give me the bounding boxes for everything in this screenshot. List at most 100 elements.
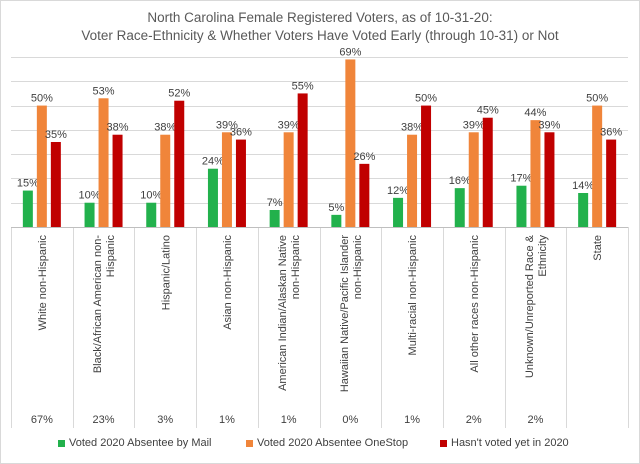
bar bbox=[606, 139, 617, 227]
data-label: 36% bbox=[230, 127, 252, 139]
category-label: Hispanic/Latino bbox=[160, 235, 172, 310]
bar bbox=[221, 132, 232, 227]
category-label-line: Multi-racial non-Hispanic bbox=[407, 235, 419, 356]
bar bbox=[468, 132, 479, 227]
category-label-line: non-Hispanic bbox=[290, 235, 302, 300]
legend-item: Voted 2020 Absentee by Mail bbox=[58, 437, 212, 449]
share-label: 2% bbox=[466, 414, 482, 426]
bar bbox=[454, 188, 465, 227]
share-label: 0% bbox=[342, 414, 358, 426]
data-label: 39% bbox=[216, 119, 238, 131]
data-label: 26% bbox=[353, 151, 375, 163]
data-label: 38% bbox=[154, 122, 176, 134]
data-label: 10% bbox=[79, 190, 101, 202]
bar bbox=[36, 105, 47, 227]
category-label-line: Hispanic/Latino bbox=[160, 235, 172, 310]
chart-legend: Voted 2020 Absentee by Mail Voted 2020 Ab… bbox=[0, 437, 640, 453]
data-label: 50% bbox=[415, 93, 437, 105]
share-label: 1% bbox=[404, 414, 420, 426]
category-label: State bbox=[592, 235, 604, 261]
bar bbox=[407, 134, 418, 227]
bar bbox=[207, 168, 218, 227]
category-label: Multi-racial non-Hispanic bbox=[407, 235, 419, 356]
data-label: 10% bbox=[140, 190, 162, 202]
category-label: White non-Hispanic bbox=[37, 235, 49, 331]
data-label: 38% bbox=[107, 122, 129, 134]
category-label: Asian non-Hispanic bbox=[222, 235, 234, 330]
bar bbox=[22, 190, 33, 227]
bar bbox=[578, 193, 589, 227]
legend-label: Voted 2020 Absentee by Mail bbox=[69, 437, 212, 449]
data-label: 36% bbox=[600, 127, 622, 139]
data-label: 50% bbox=[586, 93, 608, 105]
data-label: 45% bbox=[477, 105, 499, 117]
data-label: 44% bbox=[524, 107, 546, 119]
bar bbox=[297, 93, 308, 227]
category-label-line: Ethnicity bbox=[537, 235, 549, 277]
data-label: 17% bbox=[510, 173, 532, 185]
chart-subtitle: Voter Race-Ethnicity & Whether Voters Ha… bbox=[81, 28, 559, 43]
legend-swatch bbox=[440, 439, 447, 447]
data-label: 7% bbox=[267, 197, 283, 209]
category-label-line: American Indian/Alaskan Native bbox=[277, 235, 289, 391]
data-label: 35% bbox=[45, 129, 67, 141]
category-label-line: State bbox=[592, 235, 604, 261]
bar bbox=[269, 210, 280, 227]
share-label: 67% bbox=[31, 414, 53, 426]
legend-swatch bbox=[58, 439, 65, 447]
data-label: 50% bbox=[31, 93, 53, 105]
bar bbox=[84, 202, 95, 227]
bar bbox=[146, 202, 157, 227]
category-label: Unknown/Unreported Race &Ethnicity bbox=[524, 234, 549, 378]
share-label: 23% bbox=[93, 414, 115, 426]
data-label: 5% bbox=[328, 202, 344, 214]
bar bbox=[174, 100, 185, 227]
bar bbox=[544, 132, 555, 227]
bar bbox=[112, 134, 123, 227]
share-label: 1% bbox=[281, 414, 297, 426]
chart-title: North Carolina Female Registered Voters,… bbox=[147, 10, 493, 25]
bar bbox=[421, 105, 432, 227]
legend-item: Hasn't voted yet in 2020 bbox=[440, 437, 569, 449]
bar bbox=[331, 214, 342, 227]
legend-label: Hasn't voted yet in 2020 bbox=[451, 437, 569, 449]
bar bbox=[516, 185, 527, 227]
category-label-line: All other races non-Hispanic bbox=[469, 235, 481, 373]
bar bbox=[592, 105, 603, 227]
data-label: 55% bbox=[292, 80, 314, 92]
category-label: All other races non-Hispanic bbox=[469, 235, 481, 373]
data-label: 24% bbox=[202, 156, 224, 168]
share-label: 3% bbox=[157, 414, 173, 426]
category-label-line: Hawaiian Native/Pacific Islander bbox=[339, 235, 351, 392]
data-label: 16% bbox=[449, 175, 471, 187]
bar bbox=[160, 134, 171, 227]
category-label: American Indian/Alaskan Nativenon-Hispan… bbox=[277, 235, 302, 391]
data-label: 38% bbox=[401, 122, 423, 134]
category-label: Black/African American non-Hispanic bbox=[92, 235, 117, 374]
data-label: 39% bbox=[278, 119, 300, 131]
category-label-line: White non-Hispanic bbox=[37, 235, 49, 331]
share-label: 2% bbox=[527, 414, 543, 426]
data-label: 52% bbox=[168, 88, 190, 100]
data-label: 53% bbox=[93, 85, 115, 97]
data-label: 15% bbox=[17, 178, 39, 190]
data-label: 39% bbox=[538, 119, 560, 131]
bar bbox=[393, 197, 404, 227]
bar bbox=[98, 98, 109, 228]
bar bbox=[283, 132, 294, 227]
bar bbox=[50, 142, 61, 227]
legend-item: Voted 2020 Absentee OneStop bbox=[246, 437, 408, 449]
category-label-line: non-Hispanic bbox=[352, 235, 364, 300]
category-label-line: Unknown/Unreported Race & bbox=[524, 234, 536, 378]
legend-label: Voted 2020 Absentee OneStop bbox=[257, 437, 409, 449]
bar bbox=[235, 139, 246, 227]
bar bbox=[530, 120, 541, 227]
bar bbox=[345, 59, 356, 227]
category-label: Hawaiian Native/Pacific Islandernon-Hisp… bbox=[339, 235, 364, 393]
bar bbox=[359, 163, 370, 227]
share-label: 1% bbox=[219, 414, 235, 426]
bar bbox=[482, 117, 493, 227]
data-label: 39% bbox=[463, 119, 485, 131]
data-label: 69% bbox=[339, 46, 361, 58]
legend-swatch bbox=[246, 439, 253, 447]
